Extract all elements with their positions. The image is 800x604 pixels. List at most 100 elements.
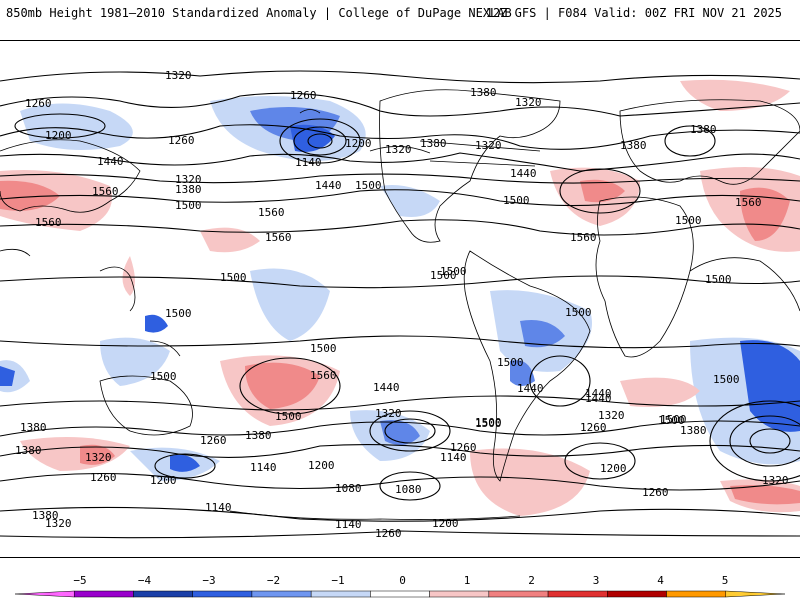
colorbar-swatch (607, 590, 667, 598)
pos-anomaly-area (200, 227, 260, 253)
contour-label: 1380 (470, 86, 497, 99)
colorbar-tick-label: −5 (73, 574, 86, 587)
contour-label: 1320 (175, 173, 202, 186)
contour-label: 1380 (15, 444, 42, 457)
colorbar-swatch (310, 590, 371, 598)
contour-label: 1440 (585, 387, 612, 400)
contour-label: 1320 (762, 474, 789, 487)
pos-anomaly-core (580, 179, 625, 203)
pos-anomaly-core (245, 362, 320, 409)
contour-label: 1560 (735, 196, 762, 209)
contour-label: 1440 (373, 381, 400, 394)
contour-label: 1500 (497, 356, 524, 369)
anomaly-map: 1320 1260 1200 1260 1140 1260 1320 1380 … (0, 40, 800, 558)
contour-label: 1260 (375, 527, 402, 540)
pos-anomaly-core (0, 180, 60, 211)
neg-anomaly-area (250, 268, 330, 341)
colorbar: −5 −4 −3 −2 −1 0 1 2 3 4 5 (0, 570, 800, 600)
colorbar-tick-label: −2 (267, 574, 280, 587)
contour-label: 1080 (395, 483, 422, 496)
contour-label: 1500 (565, 306, 592, 319)
map-title: 850mb Height 1981–2010 Standardized Anom… (6, 6, 512, 20)
model-run-info: 12Z GFS | F084 Valid: 00Z FRI NOV 21 202… (485, 6, 782, 20)
neg-anomaly-area (380, 185, 440, 217)
contour-label: 1500 (150, 370, 177, 383)
colorbar-swatch (14, 590, 75, 598)
contour-label: 1440 (510, 167, 537, 180)
contour-label: 1200 (345, 137, 372, 150)
contour-label: 1560 (258, 206, 285, 219)
colorbar-tick-label: −3 (202, 574, 215, 587)
contour-label: 1200 (432, 517, 459, 530)
neg-anomaly-core (0, 366, 15, 386)
contour-label: 1500 (503, 194, 530, 207)
contour-label: 1320 (375, 407, 402, 420)
contour-label: 1440 (315, 179, 342, 192)
colorbar-swatch (370, 590, 430, 598)
contour-label: 1500 (310, 342, 337, 355)
neg-anomaly-core (170, 454, 200, 472)
contour-label: 1380 (245, 429, 272, 442)
contour-label: 1380 (420, 137, 447, 150)
contour-label: 1560 (35, 216, 62, 229)
colorbar-swatch (133, 590, 193, 598)
contour-label: 1500 (660, 413, 687, 426)
neg-anomaly-area (100, 337, 170, 386)
contour-label: 1380 (32, 509, 59, 522)
contour-label: 1200 (600, 462, 627, 475)
contour-label: 1320 (165, 69, 192, 82)
contour-label: 1200 (150, 474, 177, 487)
contour-label: 1320 (598, 409, 625, 422)
contour-label: 1500 (175, 199, 202, 212)
coastlines (0, 89, 800, 520)
contour-label: 1500 (220, 271, 247, 284)
contour-label: 1500 (713, 373, 740, 386)
colorbar-swatch (73, 590, 134, 598)
height-contours (0, 70, 800, 539)
contour-label: 1320 (385, 143, 412, 156)
contour-label: 1140 (205, 501, 232, 514)
contour-label: 1140 (250, 461, 277, 474)
contour-label: 1380 (620, 139, 647, 152)
colorbar-swatch (251, 590, 312, 598)
colorbar-tick-label: 2 (528, 574, 535, 587)
contour-label: 1440 (97, 155, 124, 168)
contour-label: 1080 (335, 482, 362, 495)
contour-label: 1260 (200, 434, 227, 447)
colorbar-tick-label: 1 (464, 574, 471, 587)
contour-label: 1140 (335, 518, 362, 531)
colorbar-tick-label: 3 (593, 574, 600, 587)
contour-label: 1260 (90, 471, 117, 484)
colorbar-swatch (547, 590, 608, 598)
contour-label: 1260 (290, 89, 317, 102)
contour-label: 1140 (295, 156, 322, 169)
colorbar-tick-label: 0 (399, 574, 406, 587)
colorbar-tick-label: 5 (722, 574, 729, 587)
neg-anomaly-core (520, 320, 565, 348)
colorbar-tick-labels: −5 −4 −3 −2 −1 0 1 2 3 4 5 (73, 574, 728, 587)
contour-label: 1260 (25, 97, 52, 110)
contour-label: 1440 (517, 382, 544, 395)
contour-label: 1260 (642, 486, 669, 499)
neg-anomaly-area (20, 103, 133, 150)
neg-anomaly-core (145, 314, 168, 333)
contour-label: 1500 (675, 214, 702, 227)
pos-anomaly-core (80, 444, 115, 465)
contour-label: 1260 (580, 421, 607, 434)
colorbar-tick-label: −4 (138, 574, 152, 587)
pos-anomaly-area (470, 448, 590, 516)
neg-anomaly-core (740, 340, 800, 432)
contour-label: 1500 (355, 179, 382, 192)
contour-label: 1260 (168, 134, 195, 147)
neg-anomaly-core (510, 360, 535, 386)
contour-label: 1320 (45, 517, 72, 530)
pos-anomaly-area (620, 377, 700, 407)
contour-label: 1320 (475, 139, 502, 152)
contour-label: 1500 (440, 265, 467, 278)
pos-anomaly-area (122, 256, 135, 296)
contour-label: 1200 (308, 459, 335, 472)
contour-label: 1380 (680, 424, 707, 437)
colorbar-swatch (429, 590, 490, 598)
colorbar-tick-label: −1 (331, 574, 344, 587)
colorbar-swatches (14, 590, 786, 598)
